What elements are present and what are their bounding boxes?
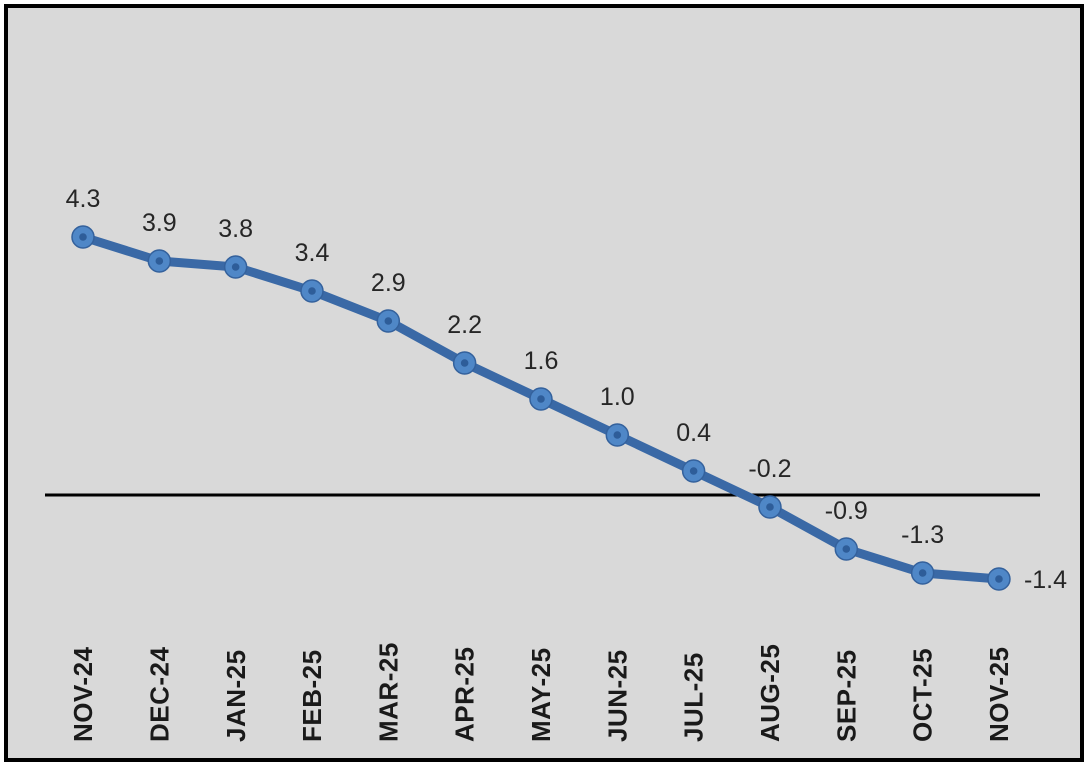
data-point-label: 0.4 <box>676 419 711 447</box>
data-point-marker-center <box>308 287 316 295</box>
data-point-label: -0.9 <box>825 497 868 525</box>
data-point-label: 2.9 <box>371 269 406 297</box>
x-axis-label: SEP-25 <box>831 649 861 742</box>
data-point-label: 4.3 <box>66 185 101 213</box>
data-point-label: 3.9 <box>142 209 177 237</box>
data-point-marker-center <box>918 569 927 577</box>
x-axis-label: AUG-25 <box>755 644 785 742</box>
data-point-marker-center <box>231 263 240 271</box>
data-point-label: -0.2 <box>748 455 791 483</box>
data-point-marker-center <box>689 467 698 475</box>
data-point-marker-center <box>460 359 469 367</box>
x-axis-label: MAY-25 <box>526 647 556 742</box>
x-axis-label: OCT-25 <box>908 648 938 742</box>
x-axis-label: FEB-25 <box>297 649 327 742</box>
data-point-marker-center <box>842 545 851 553</box>
data-point-label: 3.8 <box>218 215 253 243</box>
x-axis-label: NOV-25 <box>984 647 1014 743</box>
x-axis-label: JAN-25 <box>221 649 251 742</box>
x-axis-label: JUN-25 <box>602 649 632 742</box>
data-point-marker-center <box>613 431 622 439</box>
data-point-marker-center <box>537 395 545 403</box>
x-axis-label: JUL-25 <box>679 652 709 742</box>
data-point-marker-center <box>79 233 87 241</box>
data-point-label: 2.2 <box>447 311 482 339</box>
data-point-label: 1.6 <box>524 347 559 375</box>
data-point-marker-center <box>155 257 164 265</box>
data-point-label: 3.4 <box>295 239 330 267</box>
x-axis-label: DEC-24 <box>144 646 174 742</box>
data-point-marker-center <box>766 503 774 511</box>
data-point-label: 1.0 <box>600 383 635 411</box>
data-point-label: -1.3 <box>901 521 944 549</box>
x-axis-label: APR-25 <box>450 647 480 742</box>
data-point-marker-center <box>995 575 1003 583</box>
data-point-marker-center <box>384 317 393 325</box>
data-point-label: -1.4 <box>1024 566 1067 594</box>
x-axis-label: MAR-25 <box>373 642 403 742</box>
chart-frame <box>4 4 1084 762</box>
x-axis-label: NOV-24 <box>68 646 98 742</box>
